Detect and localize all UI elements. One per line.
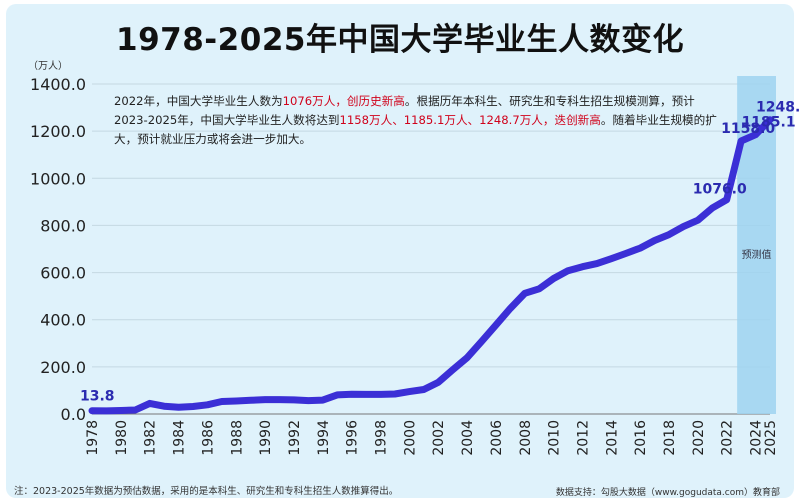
note-part: 。随着毕业生规模的扩大，预计就业压力或将会进一步加大。 xyxy=(114,113,717,146)
x-tick-label: 1984 xyxy=(172,420,188,456)
series-line xyxy=(88,116,774,415)
x-axis-ticks: 1978 1980 1982 1984 1986 1988 1990 1992 1994 1996… xyxy=(85,420,779,456)
data-label: 1158.0 xyxy=(721,121,775,137)
y-axis-ticks: 0.0 200.0 400.0 600.0 800.0 1000.0 1200.0 1400.… xyxy=(30,75,86,424)
data-label: 1248.7 xyxy=(756,100,800,116)
x-tick-label: 1988 xyxy=(229,420,245,456)
x-tick-label: 2018 xyxy=(662,420,678,456)
x-tick-label: 1998 xyxy=(374,420,390,456)
x-tick-label: 2016 xyxy=(633,420,649,456)
x-tick-label: 2000 xyxy=(402,420,418,456)
note-part: 。根据历年本科生、研究生和专科生招生规模测算，预计2023-2025年，中国大学… xyxy=(114,94,695,127)
y-tick-label: 1000.0 xyxy=(30,169,86,188)
y-tick-label: 600.0 xyxy=(40,264,86,283)
forecast-label: 预测值 xyxy=(742,248,772,261)
y-tick-label: 800.0 xyxy=(40,216,86,235)
data-label: 1076.0 xyxy=(693,182,747,198)
x-tick-label: 2002 xyxy=(431,420,447,456)
x-tick-label: 1980 xyxy=(114,420,130,456)
x-tick-label: 1996 xyxy=(345,420,361,456)
x-tick-label: 2012 xyxy=(575,420,591,456)
y-tick-label: 1200.0 xyxy=(30,122,86,141)
x-tick-label: 2020 xyxy=(691,420,707,456)
x-tick-label: 1982 xyxy=(143,420,159,456)
x-tick-label: 2022 xyxy=(720,420,736,456)
y-axis-unit-label: （万人） xyxy=(28,61,68,72)
chart-background xyxy=(6,4,794,498)
annotation-note: 2022年，中国大学毕业生人数为1076万人，创历史新高。根据历年本科生、研究生… xyxy=(114,92,726,149)
x-tick-label: 2024 xyxy=(749,420,765,456)
y-tick-label: 400.0 xyxy=(40,311,86,330)
x-tick-label: 2004 xyxy=(460,420,476,456)
x-tick-label: 1986 xyxy=(200,420,216,456)
footer-source: 数据支持：勾股大数据（www.gogudata.com）教育部 xyxy=(555,488,780,498)
note-part: 2022年，中国大学毕业生人数为 xyxy=(114,94,283,108)
x-tick-label: 2014 xyxy=(604,420,620,456)
x-tick-label: 1990 xyxy=(258,420,274,456)
y-tick-label: 200.0 xyxy=(40,358,86,377)
x-tick-label: 2008 xyxy=(518,420,534,456)
x-tick-label: 2006 xyxy=(489,420,505,456)
x-tick-label: 2025 xyxy=(763,420,779,456)
data-label: 1185.1 xyxy=(742,115,796,131)
note-highlight: 1158万人、1185.1万人、1248.7万人，迭创新高 xyxy=(339,113,601,127)
x-tick-label: 2010 xyxy=(547,420,563,456)
series-line-group xyxy=(88,116,774,415)
x-tick-label: 1994 xyxy=(316,420,332,456)
grid-lines xyxy=(92,83,770,415)
y-tick-label: 1400.0 xyxy=(30,75,86,94)
x-tick-label: 1978 xyxy=(85,420,101,456)
data-label: 13.8 xyxy=(80,389,115,405)
footer-note: 注：2023-2025年数据为预估数据，采用的是本科生、研究生和专科生招生人数推… xyxy=(14,486,399,497)
y-tick-label: 0.0 xyxy=(61,405,86,424)
x-tick-label: 1992 xyxy=(287,420,303,456)
chart-title: 1978-2025年中国大学毕业生人数变化 xyxy=(116,22,684,58)
note-highlight: 1076万人，创历史新高 xyxy=(282,94,405,108)
